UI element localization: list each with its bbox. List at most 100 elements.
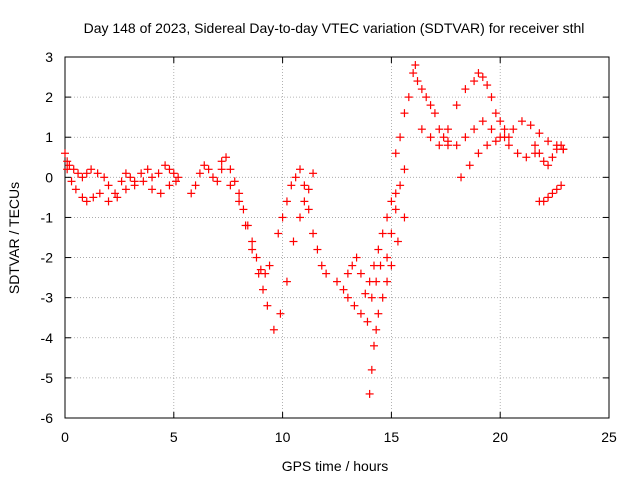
data-point [372,277,381,286]
data-point [169,169,178,178]
x-tick-label: 15 [384,429,400,445]
data-point [443,137,452,146]
data-point [100,173,109,182]
y-tick-label: 3 [45,49,53,65]
data-point [500,133,509,142]
data-point [139,177,148,186]
data-point [343,269,352,278]
data-point [356,309,365,318]
data-point [104,181,113,190]
data-point [252,253,261,262]
data-point [559,145,568,154]
data-point [300,181,309,190]
data-point [487,125,496,134]
data-point [278,213,287,222]
data-point [452,141,461,150]
data-point [496,117,505,126]
data-point [387,229,396,238]
data-point [222,153,231,162]
data-point [474,149,483,158]
data-point [557,181,566,190]
data-point [365,389,374,398]
data-point [265,261,274,270]
data-point [522,153,531,162]
data-point [461,85,470,94]
data-point [63,157,72,166]
data-point [535,149,544,158]
data-point [304,205,313,214]
data-point [443,125,452,134]
data-point [74,169,83,178]
data-point [204,165,213,174]
data-point [148,185,157,194]
data-point [217,157,226,166]
data-point [156,189,165,198]
data-point [121,185,130,194]
data-point [113,193,122,202]
data-point [391,189,400,198]
data-point [174,173,183,182]
data-point [313,245,322,254]
data-point [241,221,250,230]
data-point [470,77,479,86]
data-point [400,165,409,174]
data-point [282,197,291,206]
data-point [369,341,378,350]
data-point [248,237,257,246]
data-point [339,285,348,294]
data-point [95,189,104,198]
y-axis-label: SDTVAR / TECUs [6,182,22,294]
y-tick-label: -6 [41,410,54,426]
data-point [78,173,87,182]
data-point [470,125,479,134]
data-point [230,177,239,186]
data-point [535,129,544,138]
data-point [259,285,268,294]
data-point [126,173,135,182]
data-point [413,77,422,86]
data-point [309,229,318,238]
data-point [191,181,200,190]
data-point [254,269,263,278]
data-point [276,309,285,318]
data-point [430,109,439,118]
data-point [296,213,305,222]
data-point [93,169,102,178]
data-point [343,293,352,302]
y-tick-label: 1 [45,129,53,145]
data-point [526,121,535,130]
data-point [104,197,113,206]
data-point [226,181,235,190]
data-point [291,173,300,182]
data-point [544,137,553,146]
data-point [474,69,483,78]
data-point [417,125,426,134]
data-point [348,261,357,270]
data-point [544,193,553,202]
data-point [317,261,326,270]
data-point [396,181,405,190]
data-point [400,213,409,222]
data-point [544,161,553,170]
data-point [361,289,370,298]
data-point [491,109,500,118]
data-point [483,141,492,150]
data-point [409,69,418,78]
data-point [171,177,180,186]
data-point [367,365,376,374]
data-point [89,193,98,202]
data-point [387,261,396,270]
data-point [356,269,365,278]
data-point [187,189,196,198]
data-point [504,141,513,150]
y-tick-label: -1 [41,209,54,225]
data-point [248,245,257,254]
data-point [374,309,383,318]
data-point [391,149,400,158]
data-point [393,237,402,246]
data-point [87,165,96,174]
data-point [513,149,522,158]
data-point [539,157,548,166]
data-point [367,293,376,302]
